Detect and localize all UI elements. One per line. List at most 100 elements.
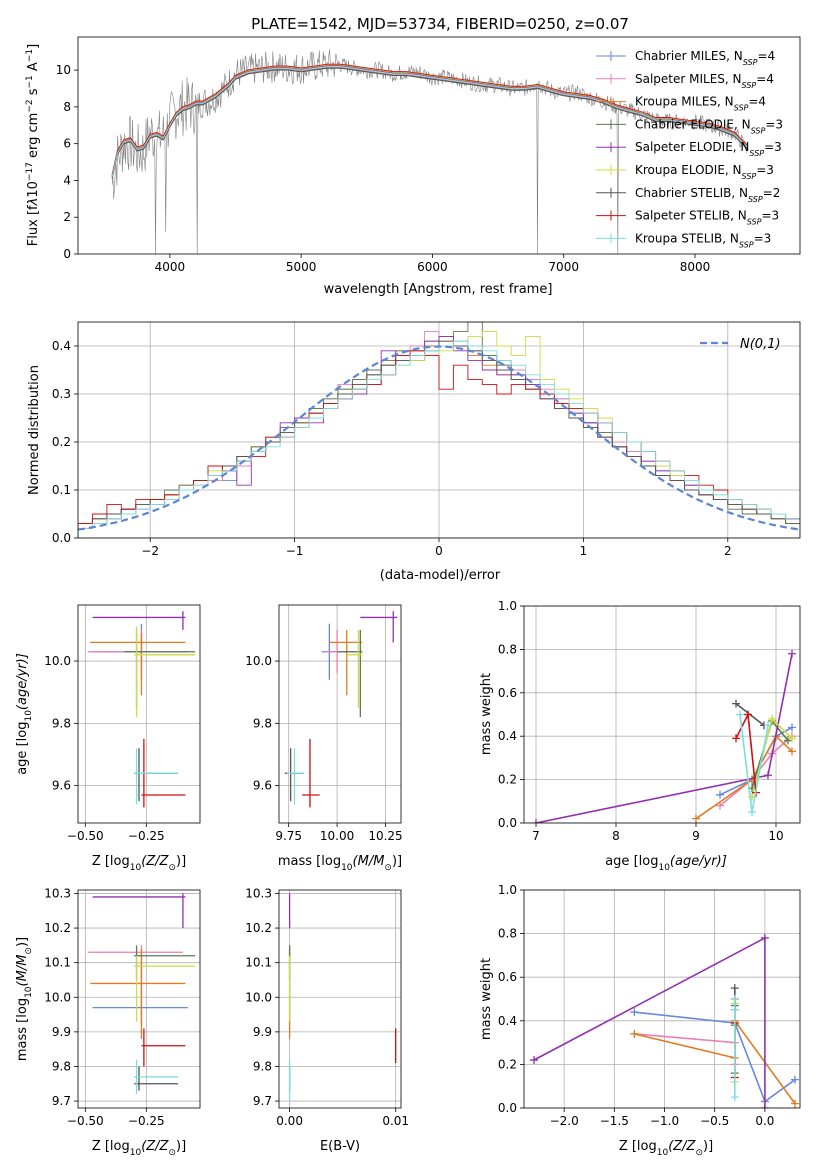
- mass-weight-vs-age-panel-plot-area: [524, 606, 800, 823]
- legend-entry: Salpeter MILES, NSSP=4: [635, 72, 774, 90]
- spectrum-panel-x-tick-label: 4000: [155, 260, 186, 274]
- mass-weight-vs-age-panel-y-tick-label: 0.0: [498, 816, 517, 830]
- mass-weight-vs-age-panel-y-tick-label: 0.4: [498, 729, 517, 743]
- mass-weight-vs-z-panel-y-tick-label: 0.6: [498, 970, 517, 984]
- legend-entry: Chabrier STELIB, NSSP=2: [635, 186, 780, 204]
- age-vs-z-panel-y-tick-label: 10.0: [44, 654, 71, 668]
- spectrum-x-axis-label-part: wavelength [Angstrom, rest frame]: [324, 282, 553, 297]
- age-vs-z-panel-point: [124, 629, 196, 708]
- mass-weight-vs-age-panel-marker: [716, 801, 724, 810]
- mass-vs-z-x-axis-label-part: 10: [130, 1148, 142, 1158]
- spectrum-panel-x-tick-label: 5000: [286, 260, 317, 274]
- mass-weight-vs-z-panel-series-line: [634, 1033, 736, 1065]
- mass-vs-z-x-axis-label-part: )]: [176, 1139, 186, 1154]
- mass-weight-vs-age-x-axis-label-part: age [log: [605, 854, 658, 869]
- mass-vs-z-panel-y-tick-label: 10.2: [44, 921, 71, 935]
- mass-vs-z-panel-point: [134, 1059, 179, 1095]
- legend-entry-prefix: Kroupa MILES, N: [635, 95, 734, 109]
- mass-weight-vs-z-x-axis-label-part: Z [log: [619, 1139, 657, 1154]
- mass-vs-z-y-axis-label-part: 10: [24, 986, 34, 998]
- mass-weight-vs-age-panel-marker: [744, 710, 752, 719]
- residuals-panel-y-tick-label: 0.4: [52, 339, 71, 353]
- legend-entry-subscript: SSP: [739, 240, 754, 249]
- age-vs-z-panel-point: [134, 748, 179, 805]
- legend-entry-suffix: =2: [763, 186, 781, 200]
- mass-weight-vs-z-panel-x-tick-label: 0.0: [755, 1114, 774, 1128]
- mass-weight-vs-age-panel-series-line: [719, 735, 793, 807]
- mass-weight-vs-z-panel-marker: [730, 1005, 739, 1014]
- mass-weight-vs-age-panel-x-tick-label: 8: [612, 829, 620, 843]
- mass-vs-z-panel-y-tick-label: 9.8: [52, 1059, 71, 1073]
- mass-vs-ebv-panel: 0.00 0.01 9.7 9.8 9.9 10.0 10.1 10.2 10.3 E(B-V): [245, 886, 409, 1154]
- age-vs-z-y-axis-label-part: age [log: [15, 722, 30, 775]
- legend-entry-subscript: SSP: [749, 149, 764, 158]
- mass-weight-vs-age-panel-x-tick-label: 7: [532, 829, 540, 843]
- age-vs-z-panel-x-tick-label: −0.50: [67, 829, 104, 843]
- residuals-y-axis-label: Normed distribution: [27, 365, 42, 495]
- residuals-panel-x-tick-label: 2: [724, 544, 732, 558]
- residuals-panel-y-tick-label: 0.0: [52, 531, 71, 545]
- legend-entry: Chabrier MILES, NSSP=4: [635, 49, 775, 67]
- mass-vs-z-y-axis-label-part: (M/M: [15, 955, 30, 987]
- mass-weight-vs-age-panel-frame: [523, 605, 801, 824]
- age-vs-mass-x-axis-label-part: mass [log: [278, 854, 341, 869]
- mass-weight-vs-age-panel-marker: [748, 808, 756, 817]
- mass-vs-z-panel-y-tick-label: 9.9: [52, 1025, 71, 1039]
- mass-vs-z-y-axis-label-part: ⊙: [24, 947, 34, 955]
- mass-vs-ebv-panel-y-tick-label: 10.2: [245, 921, 272, 935]
- mass-vs-z-panel-y-tick-label: 9.7: [52, 1094, 71, 1108]
- mass-vs-z-panel-point: [92, 893, 186, 929]
- age-vs-z-panel: −0.50 −0.259.69.810.0Z [log10(Z/Z⊙)]age […: [15, 604, 201, 873]
- residuals-panel-y-tick-label: 0.2: [52, 435, 71, 449]
- age-vs-mass-x-axis-label-part: )]: [392, 854, 402, 869]
- mass-weight-vs-z-x-axis-label-part: ⊙: [695, 1148, 703, 1158]
- mass-weight-vs-z-panel-series-line: [634, 1011, 796, 1103]
- age-vs-z-panel-y-tick-label: 9.6: [52, 779, 71, 793]
- residuals-legend: N(0,1): [700, 337, 781, 352]
- legend-entry-subscript: SSP: [734, 103, 749, 112]
- mass-vs-ebv-panel-frame: [278, 889, 402, 1109]
- legend-entry-suffix: =3: [756, 163, 774, 177]
- mass-vs-z-panel-point: [90, 948, 186, 1039]
- mass-weight-vs-z-panel-x-tick-label: −1.5: [600, 1114, 629, 1128]
- residuals-panel-frame: [77, 321, 801, 539]
- mass-vs-ebv-panel-y-tick-label: 10.0: [245, 990, 272, 1004]
- legend-entry-suffix: =4: [748, 95, 766, 109]
- age-vs-z-panel-point: [134, 748, 179, 802]
- legend-entry-subscript: SSP: [743, 58, 758, 67]
- mass-vs-ebv-panel-x-tick-label: 0.01: [382, 1114, 409, 1128]
- mass-vs-z-panel-point: [92, 962, 188, 1025]
- mass-weight-vs-age-panel-marker: [732, 734, 740, 743]
- mass-vs-ebv-panel-y-tick-label: 10.1: [245, 956, 272, 970]
- mass-weight-vs-z-panel-marker: [760, 933, 769, 942]
- mass-weight-vs-age-panel-series-line: [719, 726, 793, 796]
- age-vs-z-y-axis-label-part: 10: [24, 710, 34, 722]
- legend-entry-suffix: =4: [757, 49, 775, 63]
- mass-vs-ebv-panel-y-tick-label: 10.3: [245, 886, 272, 900]
- legend-entry-prefix: Chabrier ELODIE, N: [635, 117, 751, 131]
- mass-weight-vs-age-panel-marker: [692, 814, 700, 823]
- spectrum-panel-y-tick-label: 10: [56, 63, 71, 77]
- mass-weight-vs-z-panel-marker: [530, 1056, 539, 1065]
- age-vs-z-panel-point: [92, 611, 186, 630]
- mass-weight-vs-z-panel: −2.0 −1.5 −1.0 −0.5 0.0 0.0 0.2 0.4 0.6 0.8 1.0 Z […: [479, 883, 801, 1158]
- legend-entry-prefix: Chabrier STELIB, N: [635, 186, 748, 200]
- age-vs-mass-panel-y-tick-label: 9.8: [253, 716, 272, 730]
- mass-weight-vs-age-panel-marker: [788, 649, 796, 658]
- legend-entry-subscript: SSP: [748, 194, 763, 203]
- mass-weight-vs-z-panel-frame: [523, 889, 801, 1109]
- mass-vs-z-x-axis-label-part: Z [log: [92, 1139, 130, 1154]
- age-vs-mass-panel-y-tick-label: 9.6: [253, 779, 272, 793]
- mass-weight-vs-z-x-axis-label: Z [log10(Z/Z⊙)]: [619, 1139, 713, 1158]
- legend-entry-subscript: SSP: [751, 126, 766, 135]
- mass-vs-z-panel-point: [134, 1066, 179, 1091]
- mass-weight-vs-z-panel-y-tick-label: 0.4: [498, 1014, 517, 1028]
- mass-vs-z-y-axis-label-part: mass [log: [15, 998, 30, 1061]
- legend-entry: Salpeter STELIB, NSSP=3: [635, 209, 779, 227]
- age-vs-z-y-axis-label-part: (age/yr)]: [15, 653, 30, 710]
- residuals-panel-x-tick-label: −1: [286, 544, 304, 558]
- mass-weight-vs-z-panel-y-tick-label: 0.8: [498, 927, 517, 941]
- legend-entry-prefix: Salpeter ELODIE, N: [635, 140, 749, 154]
- mass-vs-z-x-axis-label-part: (Z/Z: [141, 1139, 169, 1154]
